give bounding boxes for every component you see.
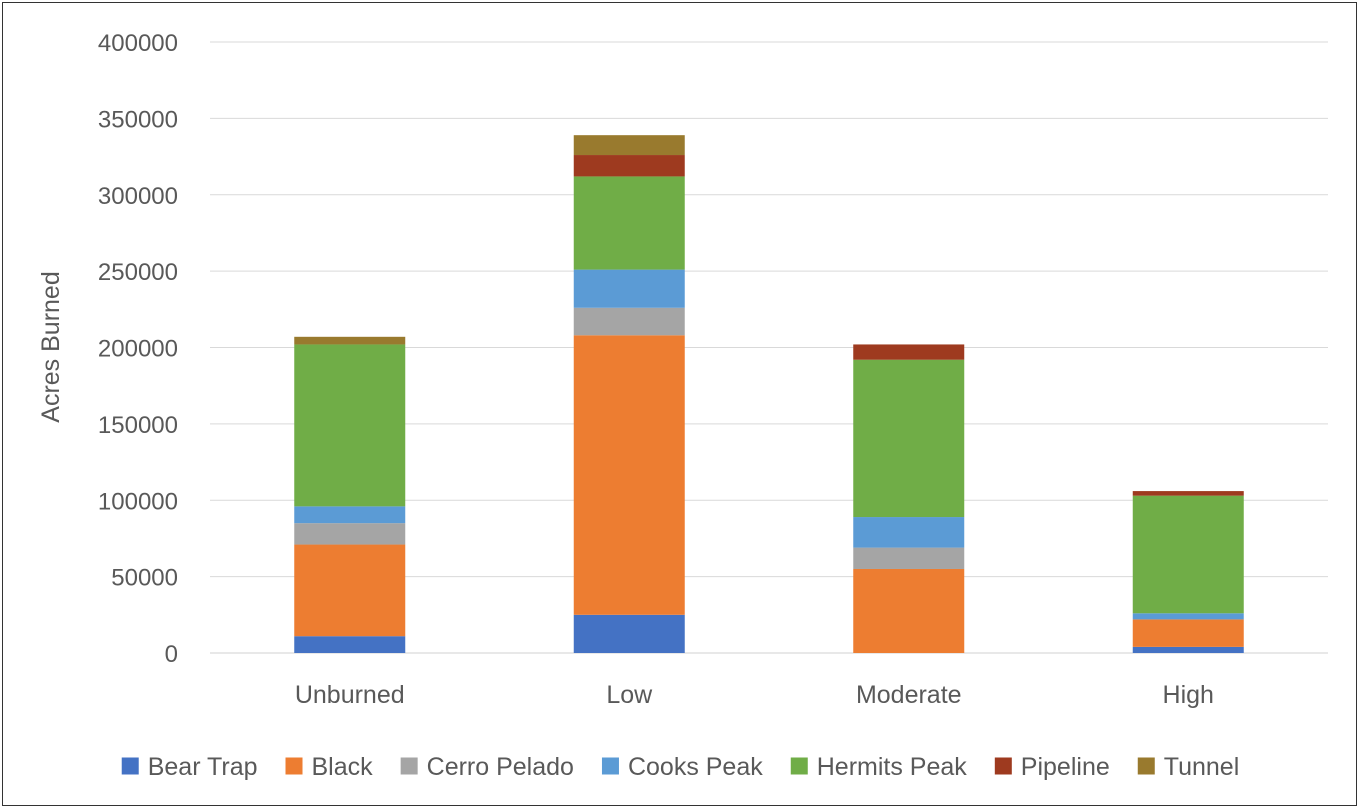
y-tick-label: 200000 <box>98 336 178 363</box>
bar-segment-moderate-pipeline <box>853 344 965 360</box>
y-tick-label: 300000 <box>98 183 178 210</box>
legend-item: Hermits Peak <box>790 753 968 781</box>
y-tick-label: 250000 <box>98 259 178 286</box>
y-tick-label: 0 <box>165 641 178 668</box>
legend-label: Bear Trap <box>148 753 258 781</box>
legend-item: Tunnel <box>1137 753 1240 781</box>
bar-segment-high-bear-trap <box>1132 646 1244 653</box>
bar-segment-low-bear-trap <box>573 614 685 653</box>
bar-segment-high-hermits-peak <box>1132 495 1244 614</box>
legend-label: Tunnel <box>1164 753 1240 781</box>
legend-swatch <box>400 757 418 775</box>
bar-segment-low-cooks-peak <box>573 269 685 308</box>
x-category-label: High <box>1163 681 1214 709</box>
bar-segment-unburned-bear-trap <box>294 636 406 653</box>
legend-label: Pipeline <box>1021 753 1110 781</box>
bar-segment-low-black <box>573 335 685 615</box>
legend-swatch <box>285 757 303 775</box>
y-tick-label: 150000 <box>98 412 178 439</box>
x-category-label: Low <box>606 681 653 709</box>
legend-swatch <box>1137 757 1155 775</box>
legend-item: Pipeline <box>994 753 1110 781</box>
bar-segment-low-hermits-peak <box>573 176 685 270</box>
legend-swatch <box>121 757 139 775</box>
bar-segment-low-pipeline <box>573 155 685 177</box>
bar-segment-unburned-black <box>294 544 406 637</box>
x-axis-category-labels: Unburned Low Moderate High <box>295 681 1214 709</box>
y-axis-tick-labels: 0 50000 100000 150000 200000 250000 300000 3500… <box>98 30 178 668</box>
bar-segment-moderate-cooks-peak <box>853 517 965 548</box>
legend-swatch <box>994 757 1012 775</box>
bar-segment-unburned-hermits-peak <box>294 344 406 507</box>
bars <box>294 135 1244 653</box>
legend-label: Black <box>312 753 374 781</box>
legend-swatch <box>790 757 808 775</box>
bar-segment-high-black <box>1132 619 1244 647</box>
legend-label: Cerro Pelado <box>427 753 574 781</box>
bar-segment-moderate-hermits-peak <box>853 359 965 518</box>
legend-label: Hermits Peak <box>817 753 968 781</box>
legend-item: Black <box>285 753 374 781</box>
legend-item: Bear Trap <box>121 753 258 781</box>
legend-item: Cooks Peak <box>601 753 763 781</box>
y-tick-label: 100000 <box>98 488 178 515</box>
legend-swatch <box>601 757 619 775</box>
x-category-label: Unburned <box>295 681 405 709</box>
bar-segment-unburned-cerro-pelado <box>294 523 406 545</box>
bar-segment-high-cooks-peak <box>1132 613 1244 620</box>
y-axis-label: Acres Burned <box>37 271 65 422</box>
legend: Bear Trap Black Cerro Pelado Cooks Peak Herm… <box>121 753 1240 781</box>
y-tick-label: 50000 <box>111 565 178 592</box>
x-category-label: Moderate <box>856 681 962 709</box>
bar-segment-low-tunnel <box>573 135 685 156</box>
bar-segment-unburned-cooks-peak <box>294 506 406 524</box>
legend-label: Cooks Peak <box>628 753 763 781</box>
y-tick-label: 350000 <box>98 106 178 133</box>
legend-item: Cerro Pelado <box>400 753 574 781</box>
bar-segment-high-pipeline <box>1132 491 1244 496</box>
bar-segment-unburned-tunnel <box>294 336 406 345</box>
bar-segment-moderate-cerro-pelado <box>853 547 965 569</box>
bar-segment-moderate-black <box>853 568 965 653</box>
y-tick-label: 400000 <box>98 30 178 57</box>
bar-segment-low-cerro-pelado <box>573 307 685 336</box>
